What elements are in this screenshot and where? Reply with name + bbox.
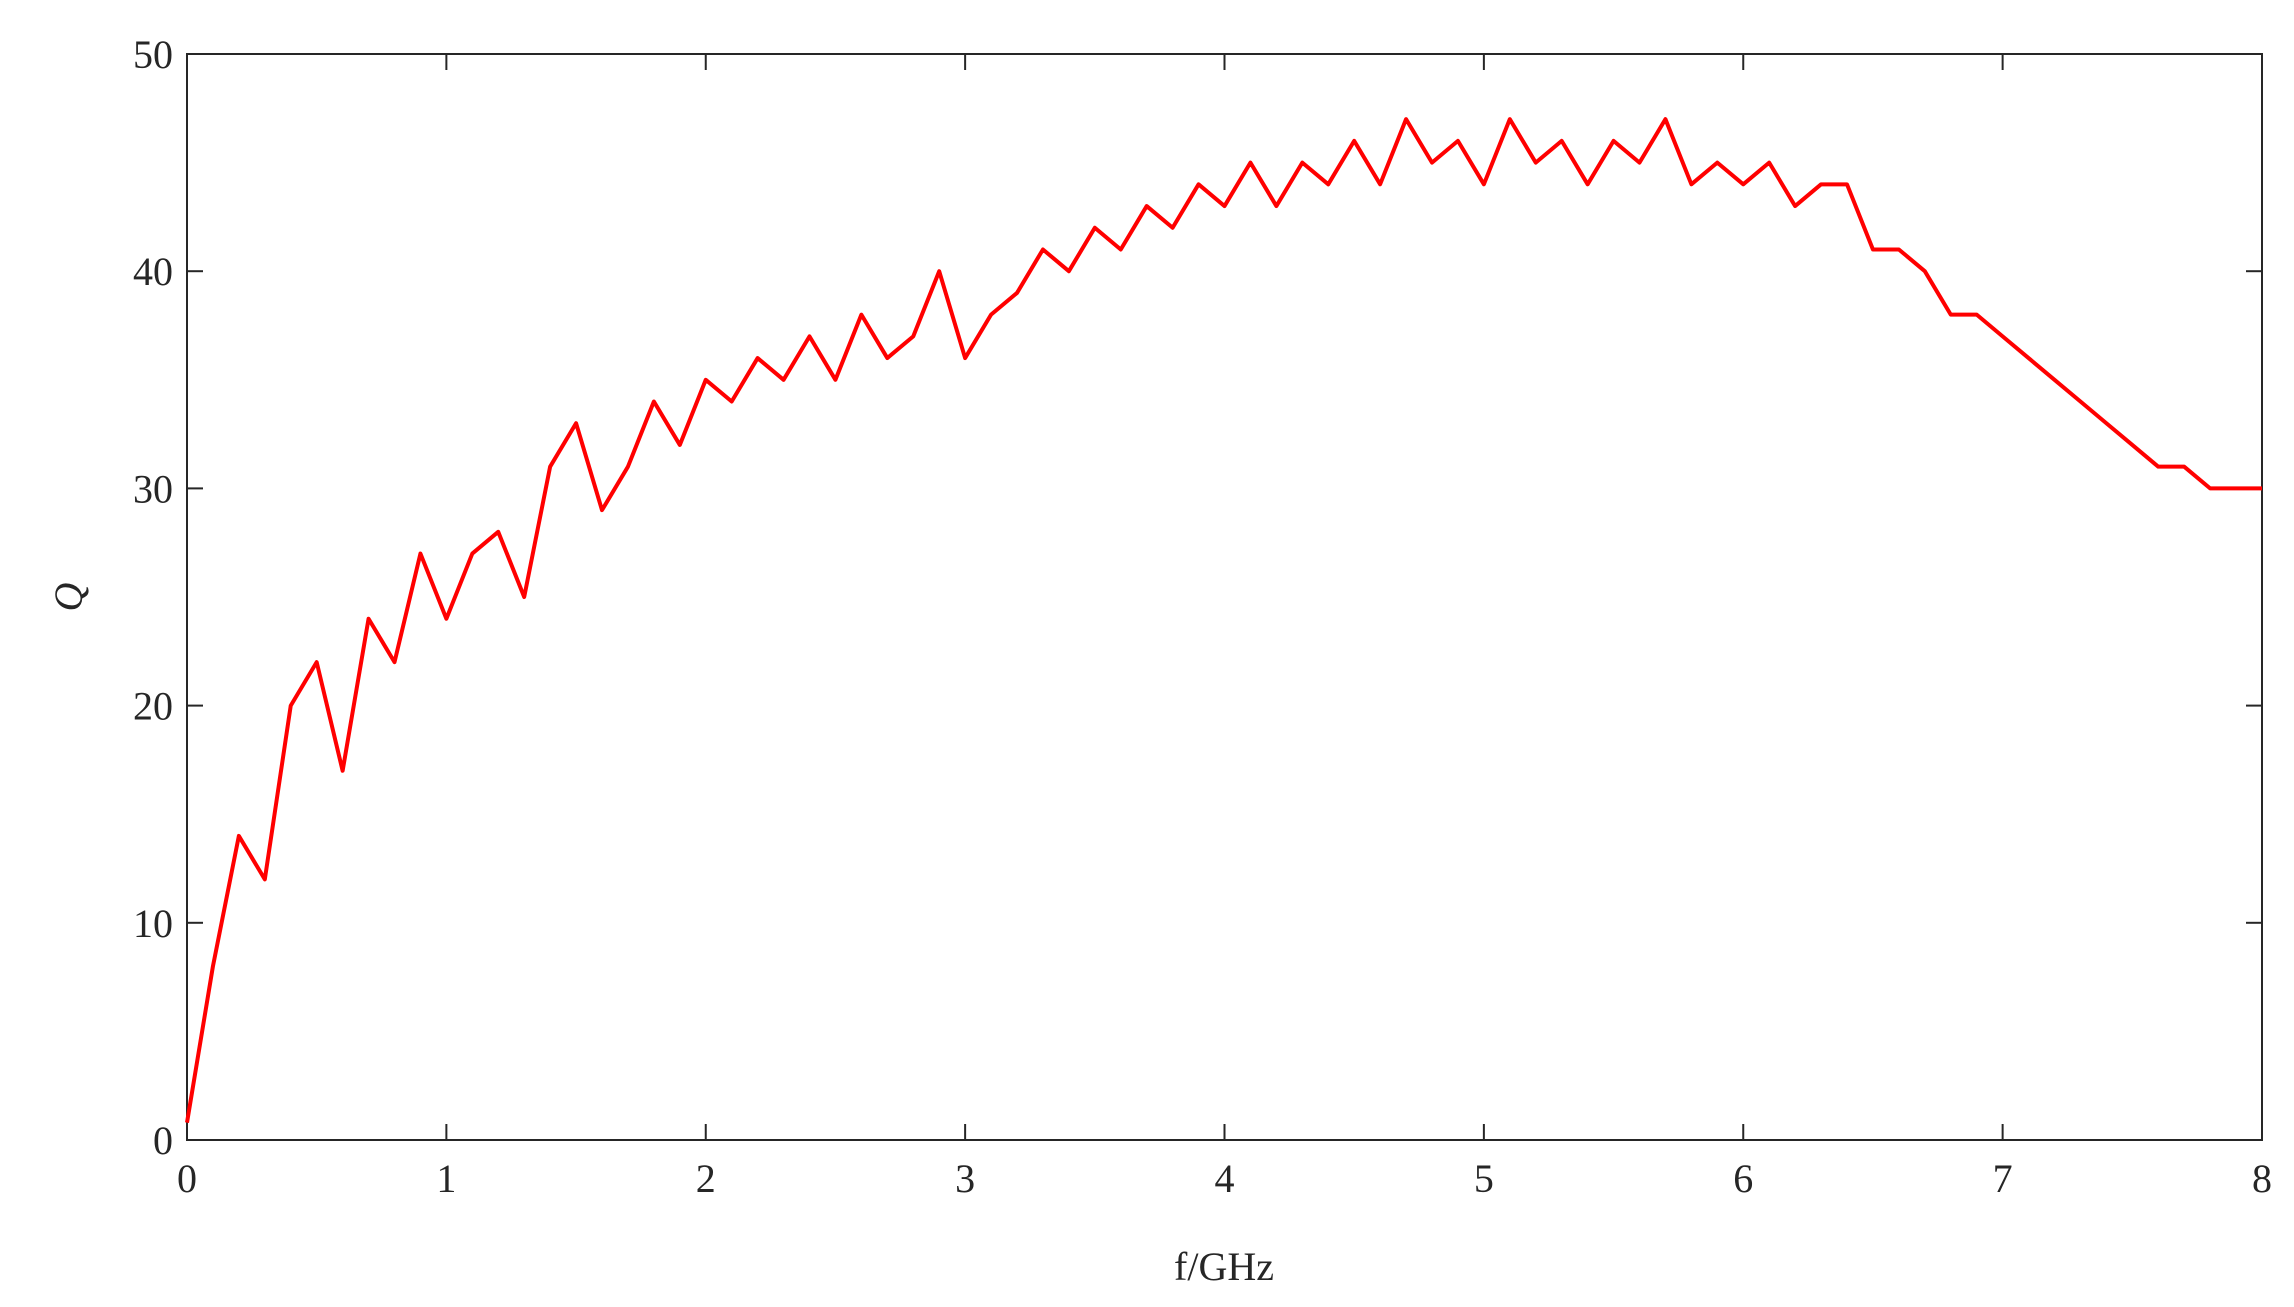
x-tick-label: 1 — [436, 1156, 456, 1201]
y-tick-label: 10 — [133, 901, 173, 946]
y-tick-label: 50 — [133, 32, 173, 77]
x-tick-label: 7 — [1993, 1156, 2013, 1201]
y-tick-label: 40 — [133, 249, 173, 294]
x-tick-label: 6 — [1733, 1156, 1753, 1201]
x-tick-label: 8 — [2252, 1156, 2272, 1201]
y-tick-label: 0 — [153, 1118, 173, 1163]
y-tick-label: 20 — [133, 684, 173, 729]
x-tick-label: 3 — [955, 1156, 975, 1201]
x-axis-label: f/GHz — [1174, 1244, 1274, 1289]
x-tick-label: 0 — [177, 1156, 197, 1201]
y-axis-label: Q — [46, 582, 91, 611]
data-line — [185, 117, 2262, 1123]
y-tick-label: 30 — [133, 466, 173, 511]
x-tick-label: 2 — [696, 1156, 716, 1201]
x-tick-label: 5 — [1474, 1156, 1494, 1201]
x-tick-label: 4 — [1215, 1156, 1235, 1201]
plot-frame — [186, 53, 2263, 1141]
